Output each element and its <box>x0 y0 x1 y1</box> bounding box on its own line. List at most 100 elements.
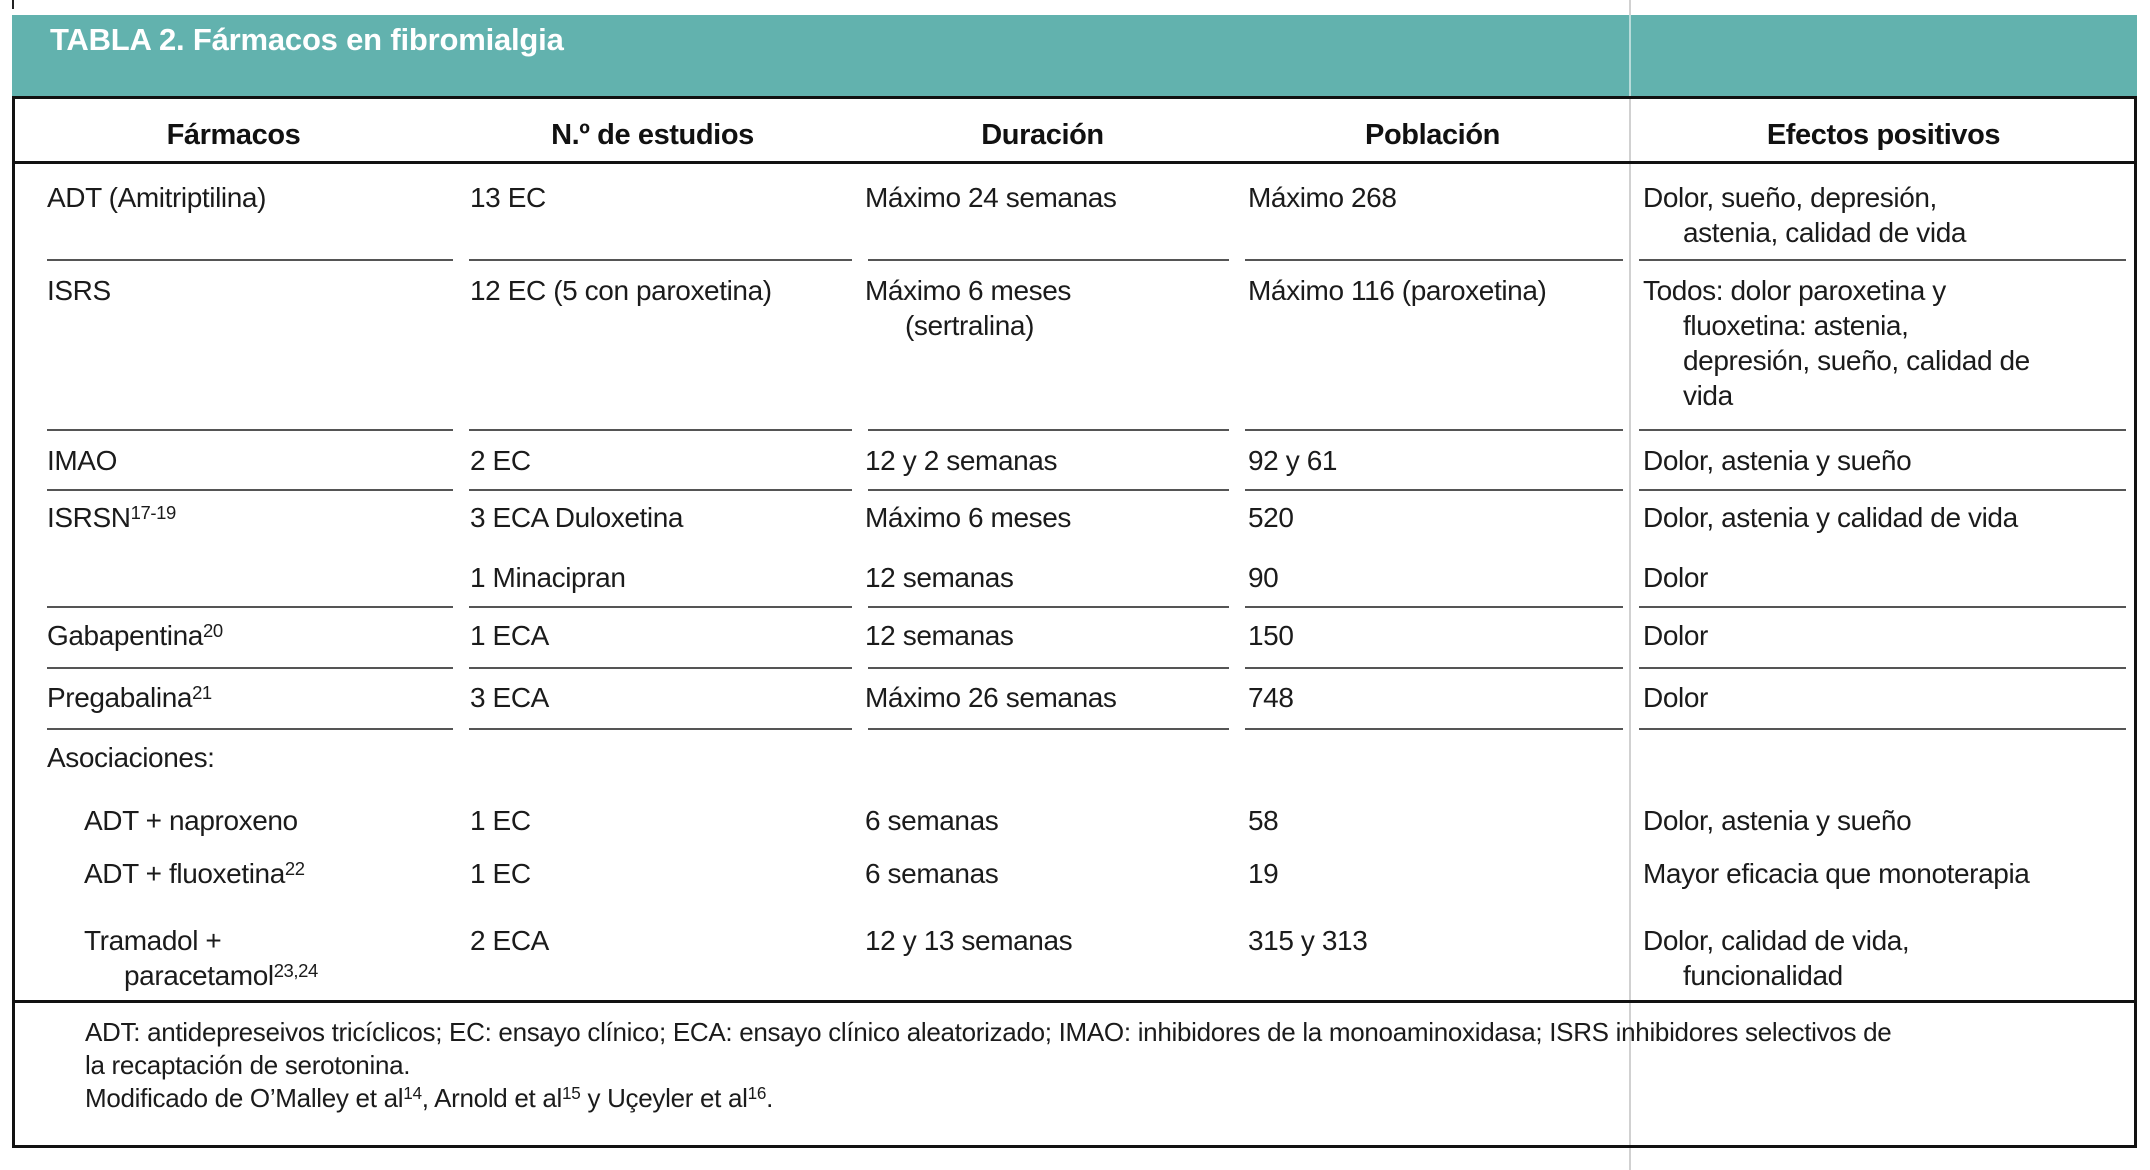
cell-duracion: Máximo 6 meses (sertralina) <box>865 275 1072 341</box>
row-separator <box>469 667 852 669</box>
cell-poblacion: 92 y 61 <box>1248 445 1338 476</box>
cell-efectos: Dolor, sueño, depresión, astenia, calida… <box>1643 182 1967 248</box>
column-header-estudios: N.º de estudios <box>551 119 754 151</box>
row-separator <box>1245 429 1623 431</box>
cell-estudios: 3 ECA <box>470 682 549 713</box>
cell-duracion: Máximo 24 semanas <box>865 182 1117 213</box>
cell-farmacos: Tramadol + paracetamol23,24 <box>84 923 494 993</box>
row-separator <box>1245 259 1623 261</box>
cell-estudios: 1 EC <box>470 858 531 889</box>
row-separator <box>47 606 453 608</box>
cell-farmacos: Pregabalina21 <box>47 680 487 715</box>
drug-name: ISRS <box>47 275 111 306</box>
page-gutter-line <box>1629 0 1631 1170</box>
drug-name: Pregabalina <box>47 682 193 713</box>
header-bottom-border <box>12 161 2137 164</box>
row-separator <box>47 489 453 491</box>
drug-name: ADT (Amitriptilina) <box>47 182 267 213</box>
row-separator <box>47 667 453 669</box>
reference-superscript: 14 <box>403 1083 422 1104</box>
footnote-text: . <box>766 1083 774 1113</box>
cell-farmacos: ADT (Amitriptilina) <box>47 180 487 215</box>
footnote-text: , Arnold et al <box>421 1083 563 1113</box>
cell-estudios: 2 EC <box>470 445 531 476</box>
table-bottom-border <box>12 1145 2137 1148</box>
row-separator <box>1245 728 1623 730</box>
drug-name: ISRSN <box>47 502 131 533</box>
row-separator <box>469 259 852 261</box>
cell-duracion: 12 y 13 semanas <box>865 925 1073 956</box>
cell-poblacion: 150 <box>1248 620 1294 651</box>
cell-estudios: 1 Minacipran <box>470 562 626 593</box>
column-header-farmacos: Fármacos <box>166 119 301 151</box>
column-header-duracion: Duración <box>981 119 1104 151</box>
top-left-tick-mark <box>12 0 14 9</box>
footnote-abbreviations: ADT: antidepreseivos tricíclicos; EC: en… <box>85 1017 1892 1080</box>
drug-name: ADT + naproxeno <box>84 805 298 836</box>
drug-name: Gabapentina <box>47 620 203 651</box>
row-separator <box>868 489 1229 491</box>
cell-efectos: Dolor <box>1643 562 1708 593</box>
cell-poblacion: Máximo 116 (paroxetina) <box>1248 275 1547 306</box>
cell-efectos: Dolor <box>1643 682 1708 713</box>
cell-duracion: Máximo 26 semanas <box>865 682 1117 713</box>
row-separator <box>1639 728 2126 730</box>
cell-poblacion: Máximo 268 <box>1248 182 1397 213</box>
table-border-right <box>2134 96 2137 1148</box>
table-border-left <box>12 96 15 1148</box>
cell-efectos: Dolor, astenia y calidad de vida <box>1643 502 2018 533</box>
header-top-border <box>12 96 2137 99</box>
cell-farmacos: Gabapentina20 <box>47 618 487 653</box>
cell-farmacos: ADT + naproxeno <box>84 803 494 838</box>
row-separator <box>1639 489 2126 491</box>
cell-estudios: 1 EC <box>470 805 531 836</box>
table-title-band <box>12 15 2137 96</box>
cell-farmacos: IMAO <box>47 443 487 478</box>
cell-estudios: 3 ECA Duloxetina <box>470 502 684 533</box>
cell-efectos: Dolor, calidad de vida, funcionalidad <box>1643 925 1910 991</box>
footnote-text: Modificado de O’Malley et al <box>85 1083 404 1113</box>
section-label-asociaciones: Asociaciones: <box>47 742 215 773</box>
row-separator <box>1639 259 2126 261</box>
cell-farmacos: ADT + fluoxetina22 <box>84 856 494 891</box>
reference-superscript: 21 <box>192 681 212 703</box>
cell-duracion: 6 semanas <box>865 858 999 889</box>
reference-superscript: 22 <box>284 857 305 879</box>
row-separator <box>469 728 852 730</box>
footnote-top-border <box>12 1000 2137 1003</box>
page-gutter-line-over-band <box>1629 15 1631 96</box>
row-separator <box>469 429 852 431</box>
table-title: TABLA 2. Fármacos en fibromialgia <box>50 22 564 57</box>
row-separator <box>868 429 1229 431</box>
cell-poblacion: 520 <box>1248 502 1294 533</box>
cell-poblacion: 748 <box>1248 682 1294 713</box>
cell-efectos: Mayor eficacia que monoterapia <box>1643 858 2030 889</box>
cell-efectos: Dolor, astenia y sueño <box>1643 805 1912 836</box>
cell-estudios: 12 EC (5 con paroxetina) <box>470 275 772 306</box>
row-separator <box>1639 429 2126 431</box>
cell-poblacion: 90 <box>1248 562 1279 593</box>
row-separator <box>1245 489 1623 491</box>
cell-poblacion: 315 y 313 <box>1248 925 1368 956</box>
cell-estudios: 13 EC <box>470 182 546 213</box>
row-separator <box>1639 667 2126 669</box>
reference-superscript: 20 <box>202 619 223 641</box>
reference-superscript: 16 <box>747 1083 767 1104</box>
cell-estudios: 1 ECA <box>470 620 549 651</box>
column-header-poblacion: Población <box>1365 119 1500 151</box>
cell-estudios: 2 ECA <box>470 925 549 956</box>
cell-poblacion: 58 <box>1248 805 1279 836</box>
cell-duracion: Máximo 6 meses <box>865 502 1072 533</box>
cell-poblacion: 19 <box>1248 858 1279 889</box>
cell-efectos: Dolor, astenia y sueño <box>1643 445 1912 476</box>
column-header-efectos: Efectos positivos <box>1766 119 2001 151</box>
drug-name: Tramadol + paracetamol <box>84 925 274 991</box>
row-separator <box>47 259 453 261</box>
row-separator <box>47 429 453 431</box>
drug-name: IMAO <box>47 445 117 476</box>
cell-duracion: 6 semanas <box>865 805 999 836</box>
cell-farmacos: ISRS <box>47 273 487 308</box>
cell-duracion: 12 semanas <box>865 620 1014 651</box>
row-separator <box>868 667 1229 669</box>
